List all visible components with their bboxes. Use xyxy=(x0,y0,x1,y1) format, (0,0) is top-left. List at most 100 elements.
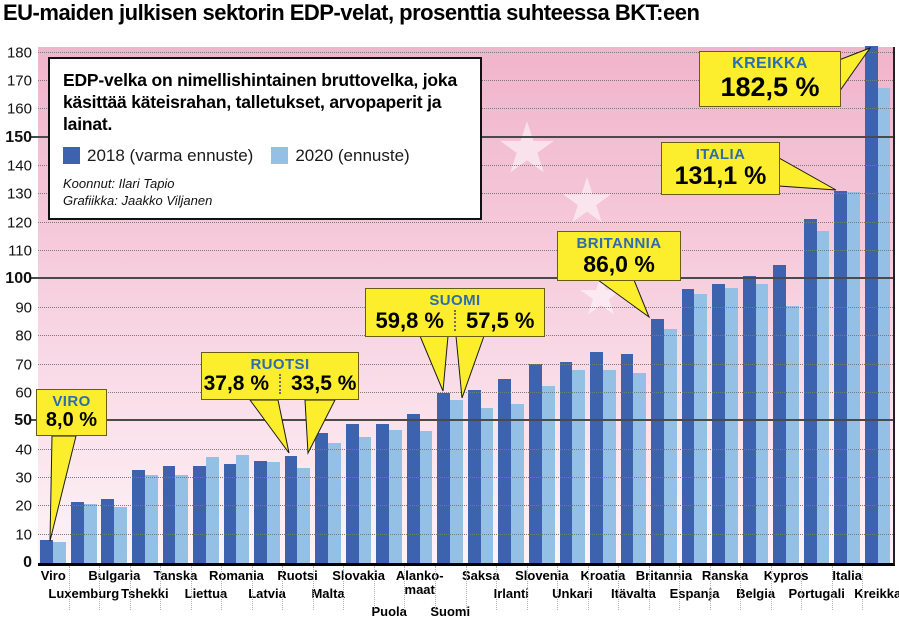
callout-country: SUOMI xyxy=(429,292,481,309)
gridline-50 xyxy=(31,419,893,422)
x-axis-label: Tshekki xyxy=(121,586,169,601)
y-axis-label: 110 xyxy=(8,242,32,260)
bar-2018 xyxy=(162,466,176,563)
gridline-30 xyxy=(38,476,893,478)
bar-2020 xyxy=(328,442,341,563)
value-divider xyxy=(454,310,456,332)
page-title: EU-maiden julkisen sektorin EDP-velat, p… xyxy=(3,0,700,25)
y-axis-label: 170 xyxy=(6,72,32,90)
callout-value: 86,0 % xyxy=(583,251,655,278)
bar-2020 xyxy=(205,457,219,563)
gridline-180 xyxy=(38,51,893,53)
callout-value: 57,5 % xyxy=(466,308,535,334)
x-axis-label: Unkari xyxy=(552,586,593,601)
gridline-100 xyxy=(31,277,893,280)
gridline-20 xyxy=(38,505,893,507)
callout-kreikka: KREIKKA 182,5 % xyxy=(699,51,841,107)
x-axis-label: Irlanti xyxy=(493,586,529,601)
callout-value: 33,5 % xyxy=(291,372,357,396)
callout-values: 86,0 % xyxy=(565,252,673,276)
callout-value: 37,8 % xyxy=(203,372,269,396)
callout-country: ITALIA xyxy=(695,146,746,163)
x-axis-label: Ranska xyxy=(701,568,749,583)
bar-2018 xyxy=(315,432,329,563)
bar-2018 xyxy=(651,319,664,563)
bar-2020 xyxy=(694,293,708,563)
bar-2020 xyxy=(175,475,189,563)
label-separator xyxy=(404,566,406,610)
y-axis-label: 180 xyxy=(6,44,32,62)
bar-2018 xyxy=(406,414,420,563)
label-separator xyxy=(740,566,742,610)
bar-2018 xyxy=(559,362,573,563)
bar-2018 xyxy=(193,466,206,563)
y-axis-label: 10 xyxy=(15,526,32,544)
label-separator xyxy=(434,566,436,610)
bar-2018 xyxy=(712,283,725,563)
x-axis-label: Liettua xyxy=(184,586,228,601)
y-axis-label: 140 xyxy=(6,157,32,175)
y-axis-label: 20 xyxy=(15,497,32,515)
callout-values: 8,0 % xyxy=(44,410,99,431)
bar-2018 xyxy=(101,498,115,563)
bar-2018 xyxy=(773,265,787,563)
x-axis-label: Slovakia xyxy=(332,568,386,583)
y-axis-label: 40 xyxy=(15,441,32,459)
y-axis-label: 130 xyxy=(6,185,32,203)
callout-country: BRITANNIA xyxy=(576,235,662,252)
callout-value: 8,0 % xyxy=(45,409,98,432)
bar-2020 xyxy=(114,507,128,563)
label-separator xyxy=(160,566,162,610)
y-axis-label: 60 xyxy=(15,384,32,402)
bar-2020 xyxy=(663,329,677,563)
x-axis-label: Malta xyxy=(311,586,345,601)
bar-2020 xyxy=(144,474,158,563)
credit-compiled-by: Koonnut: Ilari Tapio xyxy=(63,175,175,191)
label-separator xyxy=(801,566,803,610)
gridline-120 xyxy=(38,221,893,223)
label-separator xyxy=(831,566,833,610)
bar-2018 xyxy=(223,463,237,563)
bar-2020 xyxy=(389,430,402,563)
callout-britannia: BRITANNIA 86,0 % xyxy=(557,231,681,282)
label-separator xyxy=(190,566,192,610)
x-axis-label: Ruotsi xyxy=(277,568,318,583)
x-axis-label: Italia xyxy=(832,568,862,583)
credit-graphics-by: Grafiikka: Jaakko Viljanen xyxy=(63,193,213,209)
callout-ruotsi: RUOTSI 37,8 % 33,5 % xyxy=(201,352,359,401)
x-axis-label: Tanska xyxy=(153,568,198,583)
bar-2020 xyxy=(53,541,66,563)
x-axis-label: Latvia xyxy=(248,586,286,601)
bars-layer xyxy=(38,45,893,563)
gridline-60 xyxy=(38,391,893,393)
bar-2018 xyxy=(590,351,603,563)
x-axis-label: Puola xyxy=(371,604,407,619)
label-separator xyxy=(648,566,650,610)
label-separator xyxy=(343,566,345,610)
callout-value: 59,8 % xyxy=(375,308,445,334)
bar-2020 xyxy=(480,408,494,563)
y-axis-label: 120 xyxy=(6,214,32,232)
gridline-40 xyxy=(38,448,893,450)
bar-2020 xyxy=(602,370,616,563)
x-axis-label: Bulgaria xyxy=(88,568,141,583)
y-axis-label: 50 xyxy=(14,412,32,430)
x-axis-label: Saksa xyxy=(461,568,500,583)
bar-2020 xyxy=(572,370,586,563)
bar-2018 xyxy=(620,353,634,563)
bar-2018 xyxy=(528,364,542,563)
label-separator xyxy=(496,566,498,610)
x-axis-label: Belgia xyxy=(736,586,776,601)
x-axis-label: Slovenia xyxy=(515,568,569,583)
callout-country: VIRO xyxy=(52,393,91,410)
label-separator xyxy=(465,566,467,610)
label-separator xyxy=(770,566,772,610)
x-axis-label: Viro xyxy=(40,568,66,583)
label-separator xyxy=(129,566,131,610)
callout-values: 59,8 % 57,5 % xyxy=(373,309,537,332)
bar-2020 xyxy=(541,386,555,563)
y-axis-label: 90 xyxy=(15,299,32,317)
info-box: EDP-velka on nimellishintainen bruttovel… xyxy=(48,57,482,220)
x-axis-label: Portugali xyxy=(788,586,845,601)
callout-values: 37,8 % 33,5 % xyxy=(204,373,357,395)
